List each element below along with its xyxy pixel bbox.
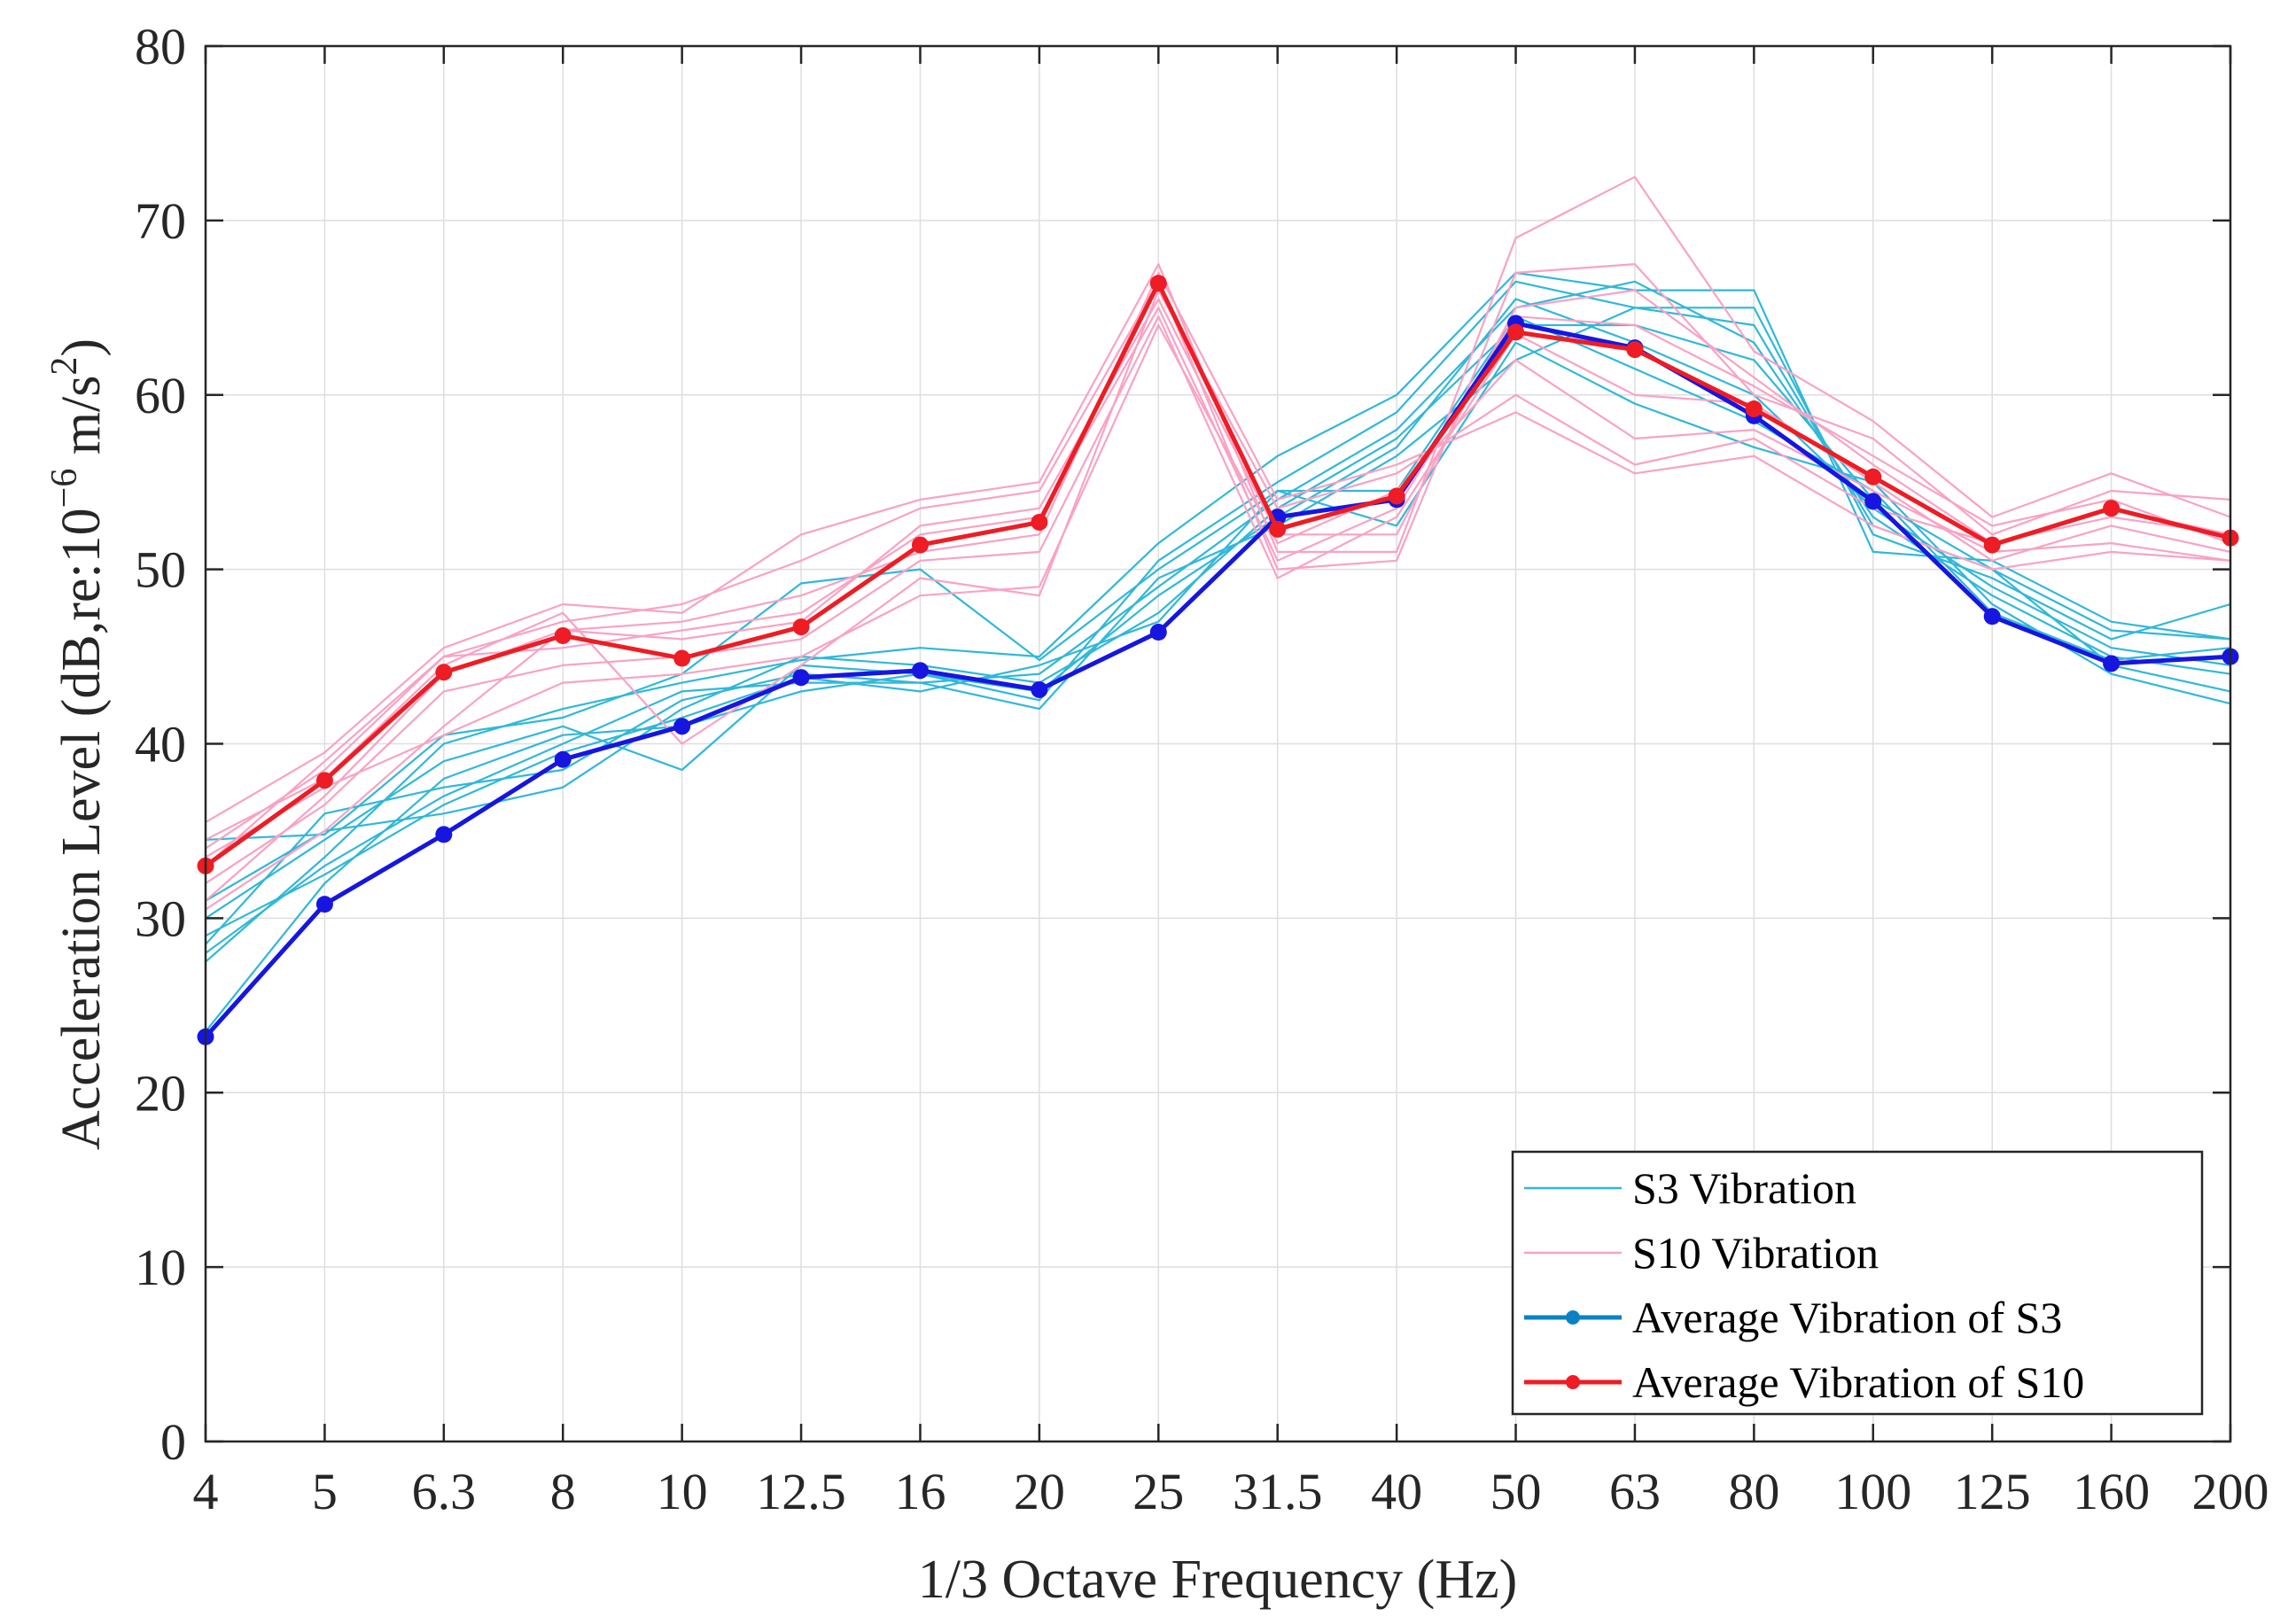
s10-average-point xyxy=(911,536,929,554)
y-axis-title-prefix: Acceleration Level (dB,re:10 xyxy=(51,508,112,1150)
x-tick-label: 50 xyxy=(1490,1463,1542,1520)
y-tick-label: 80 xyxy=(135,18,186,75)
s10-average-point xyxy=(315,772,333,789)
legend-label-s10-vibration: S10 Vibration xyxy=(1632,1228,1879,1278)
x-tick-label: 63 xyxy=(1609,1463,1661,1520)
axes xyxy=(204,44,2232,1443)
x-axis-title: 1/3 Octave Frequency (Hz) xyxy=(918,1550,1518,1610)
s3-average-point xyxy=(792,669,810,687)
legend-label-s10-average: Average Vibration of S10 xyxy=(1632,1357,2084,1407)
s3-average-point xyxy=(1031,680,1048,698)
y-tick-label: 50 xyxy=(135,541,186,599)
s10-vibration-run-line xyxy=(205,289,2231,841)
s10-average-point xyxy=(435,664,453,681)
s10-average-point xyxy=(1269,520,1287,538)
s10-average-point xyxy=(1031,513,1048,531)
y-axis-title-suffix: ) xyxy=(51,338,112,357)
x-tick-label: 125 xyxy=(1954,1463,2031,1520)
x-tick-label: 10 xyxy=(657,1463,708,1520)
s3-average-point xyxy=(1983,608,2001,626)
s10-average-point xyxy=(673,649,691,667)
y-tick-label: 30 xyxy=(135,890,186,947)
s3-average-point xyxy=(1864,493,1882,510)
s10-average-point xyxy=(554,626,572,644)
legend-box xyxy=(1511,1150,2204,1416)
s10-average-point xyxy=(1864,468,1882,486)
y-tick-label: 10 xyxy=(135,1239,186,1296)
x-tick-label: 40 xyxy=(1371,1463,1422,1520)
s10-average-point xyxy=(1507,323,1525,341)
s10-vibration-run-line xyxy=(205,307,2231,867)
y-axis-title-unit-exponent: 2 xyxy=(44,357,85,376)
s10-average-point xyxy=(1745,400,1763,417)
x-tick-label: 20 xyxy=(1014,1463,1065,1520)
legend: S3 Vibration S10 Vibration Average Vibra… xyxy=(1511,1150,2204,1416)
x-tick-label: 16 xyxy=(894,1463,946,1520)
s10-average-point xyxy=(1149,275,1167,292)
y-axis-title-unit: m/s xyxy=(51,376,112,469)
x-tick-label: 4 xyxy=(193,1463,219,1520)
x-tick-label: 80 xyxy=(1728,1463,1779,1520)
y-tick-label: 60 xyxy=(135,367,186,424)
x-tick-labels: 4 5 6.3 8 10 12.5 16 20 25 31.5 40 50 63 80 100 125 160 2… xyxy=(193,1463,2269,1520)
s10-vibration-run-line xyxy=(205,263,2231,850)
s3-average-point xyxy=(1149,624,1167,641)
s10-vibration-run-line xyxy=(205,271,2231,911)
s10-average-point xyxy=(2103,500,2121,517)
x-tick-label: 31.5 xyxy=(1233,1463,1323,1520)
s10-vibration-run-line xyxy=(205,315,2231,884)
s10-average-point xyxy=(1388,487,1405,505)
y-tick-label: 70 xyxy=(135,192,186,250)
s3-average-point xyxy=(554,750,572,768)
x-tick-label: 160 xyxy=(2073,1463,2150,1520)
individual-run-lines xyxy=(205,175,2231,1032)
x-tick-label: 5 xyxy=(312,1463,338,1520)
y-tick-label: 0 xyxy=(160,1413,186,1471)
s10-average-point xyxy=(1626,341,1644,359)
y-axis-title: Acceleration Level (dB,re:10−6 m/s2) xyxy=(44,338,112,1150)
average-lines xyxy=(197,275,2239,1045)
s3-vibration-run-line xyxy=(205,271,2231,963)
x-tick-label: 25 xyxy=(1132,1463,1184,1520)
y-tick-label: 40 xyxy=(135,716,186,773)
s3-vibration-run-line xyxy=(205,280,2231,920)
s3-average-point xyxy=(911,662,929,680)
legend-label-s3-vibration: S3 Vibration xyxy=(1632,1163,1856,1213)
s10-average-point xyxy=(1983,536,2001,554)
s10-average-point xyxy=(792,618,810,636)
legend-marker-s10-average xyxy=(1566,1375,1580,1389)
x-tick-label: 200 xyxy=(2192,1463,2269,1520)
s10-vibration-run-line xyxy=(205,289,2231,902)
s3-average-line xyxy=(204,321,2231,1038)
s3-average-point xyxy=(673,718,691,735)
s3-vibration-run-line xyxy=(205,315,2231,937)
x-tick-label: 8 xyxy=(550,1463,576,1520)
y-tick-labels: 0 10 20 30 40 50 60 70 80 xyxy=(135,18,186,1471)
s3-vibration-run-line xyxy=(205,341,2231,841)
legend-label-s3-average: Average Vibration of S3 xyxy=(1632,1293,2062,1342)
legend-marker-s3-average xyxy=(1566,1310,1580,1325)
x-tick-label: 6.3 xyxy=(412,1463,477,1520)
s3-vibration-run-line xyxy=(205,280,2231,954)
s3-average-point xyxy=(435,826,453,843)
x-tick-label: 100 xyxy=(1834,1463,1911,1520)
x-tick-label: 12.5 xyxy=(756,1463,846,1520)
s3-average-point xyxy=(315,896,333,913)
y-axis-title-exponent: −6 xyxy=(44,469,85,509)
s3-average-point xyxy=(2103,655,2121,672)
y-tick-label: 20 xyxy=(135,1064,186,1122)
s10-average-line xyxy=(204,281,2231,868)
